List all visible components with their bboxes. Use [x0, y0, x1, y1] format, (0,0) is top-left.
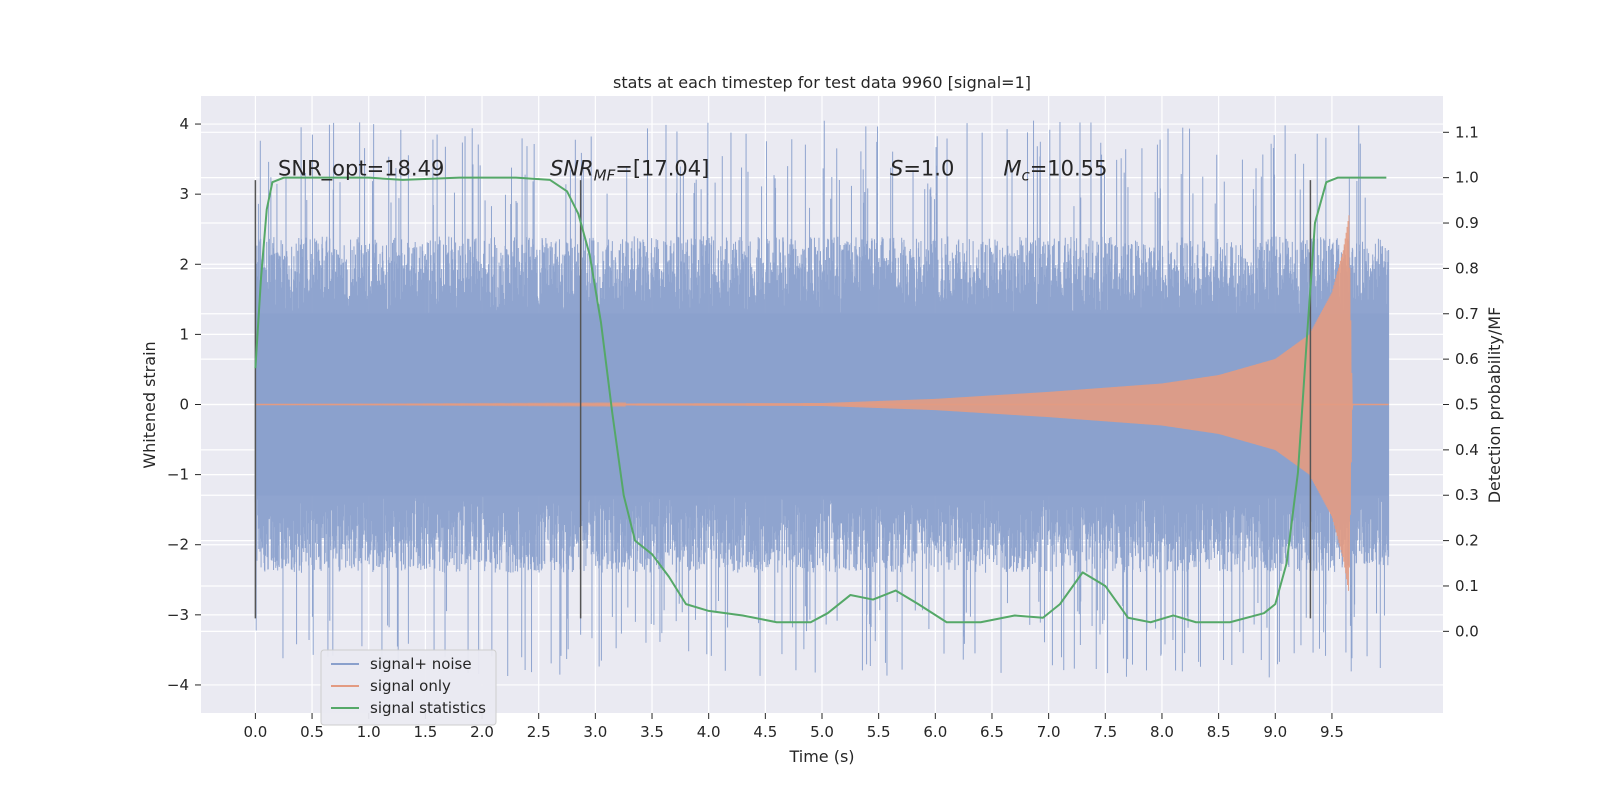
y-tick-label-3: 1: [179, 325, 189, 343]
y-tick-label-6: −2: [167, 536, 189, 554]
y2-tick-label-1: 1.0: [1455, 169, 1479, 187]
chart-title: stats at each timestep for test data 996…: [613, 73, 1031, 92]
legend-box: [320, 649, 497, 726]
x-tick-label-2: 1.0: [357, 723, 381, 741]
legend-label-stat: signal statistics: [370, 699, 486, 717]
y2-tick-label-5: 0.6: [1455, 350, 1479, 368]
y-tick-label-4: 0: [179, 396, 189, 414]
y2-tick-label-10: 0.1: [1455, 577, 1479, 595]
x-tick-label-6: 3.0: [583, 723, 607, 741]
x-tick-label-18: 9.0: [1263, 723, 1287, 741]
x-tick-label-7: 3.5: [640, 723, 664, 741]
x-tick-label-10: 5.0: [810, 723, 834, 741]
x-tick-label-11: 5.5: [867, 723, 891, 741]
y2-axis-label: Detection probability/MF: [1485, 307, 1504, 504]
legend-label-signal: signal only: [370, 677, 451, 695]
annotation-1: SNRMF=[17.04]: [550, 157, 709, 185]
x-tick-label-12: 6.0: [923, 723, 947, 741]
x-axis-label: Time (s): [788, 747, 854, 766]
x-tick-label-14: 7.0: [1037, 723, 1061, 741]
y-tick-label-8: −4: [167, 676, 189, 694]
legend: signal+ noise signal only signal statist…: [320, 649, 497, 726]
x-tick-label-17: 8.5: [1207, 723, 1231, 741]
x-tick-label-3: 1.5: [413, 723, 437, 741]
y2-tick-label-7: 0.4: [1455, 441, 1479, 459]
y2-tick-label-6: 0.5: [1455, 396, 1479, 414]
y2-tick-label-3: 0.8: [1455, 259, 1479, 277]
x-tick-label-13: 6.5: [980, 723, 1004, 741]
y2-tick-label-8: 0.3: [1455, 486, 1479, 504]
y2-tick-label-0: 1.1: [1455, 123, 1479, 141]
y2-tick-label-4: 0.7: [1455, 305, 1479, 323]
y-tick-label-5: −1: [167, 466, 189, 484]
y2-tick-label-9: 0.2: [1455, 532, 1479, 550]
y-axis-label: Whitened strain: [140, 341, 159, 468]
x-tick-label-1: 0.5: [300, 723, 324, 741]
x-tick-label-16: 8.0: [1150, 723, 1174, 741]
y-tick-label-7: −3: [167, 606, 189, 624]
x-tick-label-15: 7.5: [1093, 723, 1117, 741]
y2-tick-label-11: 0.0: [1455, 622, 1479, 640]
annotation-2: S=1.0: [890, 157, 954, 181]
x-tick-label-0: 0.0: [243, 723, 267, 741]
annotation-3: Mc=10.55: [1003, 157, 1107, 185]
signal-series-layer: [255, 215, 1389, 591]
vertical-markers-layer: [254, 180, 1312, 619]
y2-tick-label-2: 0.9: [1455, 214, 1479, 232]
legend-label-noise: signal+ noise: [370, 655, 472, 673]
y-tick-label-0: 4: [179, 115, 189, 133]
annotation-layer: SNR_opt=18.49 SNRMF=[17.04] S=1.0 Mc=10.55: [278, 157, 1107, 185]
x-tick-label-19: 9.5: [1320, 723, 1344, 741]
signal-statistics-line: [254, 176, 1387, 624]
y-tick-layer: 4 3 2 1 0 −1 −2 −3 −4: [167, 115, 201, 694]
stat-series-layer: [254, 176, 1387, 624]
x-tick-label-4: 2.0: [470, 723, 494, 741]
annotation-0: SNR_opt=18.49: [278, 157, 444, 182]
y2-tick-layer: 1.1 1.0 0.9 0.8 0.7 0.6 0.5 0.4 0.3 0.2 0.1 0.0: [1443, 123, 1479, 640]
x-tick-label-8: 4.0: [697, 723, 721, 741]
x-tick-layer: 0.0 0.5 1.0 1.5 2.0 2.5 3.0 3.5 4.0 4.5 5.0 5.5 6.0 6…: [243, 713, 1344, 741]
x-tick-label-5: 2.5: [527, 723, 551, 741]
y-tick-label-1: 3: [179, 185, 189, 203]
x-tick-label-9: 4.5: [753, 723, 777, 741]
y-tick-label-2: 2: [179, 255, 189, 273]
